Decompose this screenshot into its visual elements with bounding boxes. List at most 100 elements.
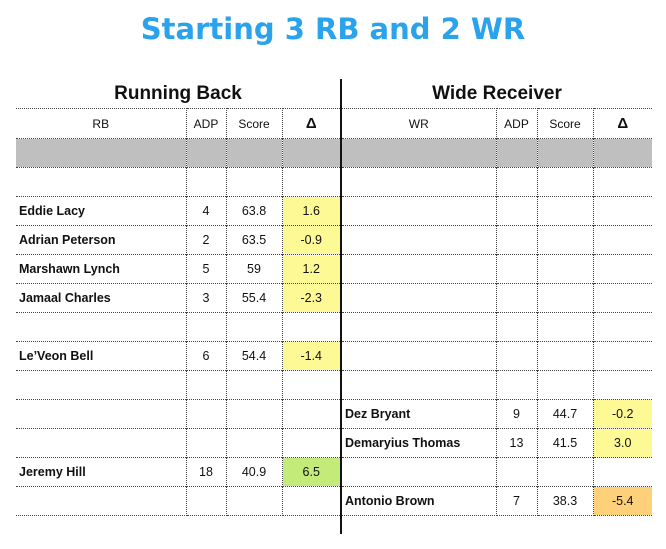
wr-cell-adp <box>496 254 538 284</box>
wr-cell-name <box>342 283 497 313</box>
rb-cell-name <box>16 428 187 458</box>
rb-cell-score <box>226 399 283 429</box>
rb-table-container: RB ADP Score Δ Eddie Lacy 4 63.8 1.6 Adrian … <box>16 108 340 516</box>
wr-cell-name <box>342 225 497 255</box>
wr-cell-score <box>537 254 594 284</box>
wr-table-row <box>342 283 652 313</box>
rb-table-row <box>16 399 340 429</box>
wr-cell-delta <box>593 167 652 197</box>
rb-cell-name <box>16 167 187 197</box>
rb-header-row: RB ADP Score Δ <box>16 108 340 139</box>
wr-cell-score <box>537 196 594 226</box>
rb-table-row: Eddie Lacy 4 63.8 1.6 <box>16 196 340 226</box>
section-divider <box>340 79 342 534</box>
rb-table-row: Jeremy Hill 18 40.9 6.5 <box>16 457 340 487</box>
page-title: Starting 3 RB and 2 WR <box>140 12 526 46</box>
wr-cell-name <box>342 341 497 371</box>
wr-table-row <box>342 225 652 255</box>
wr-cell-score <box>537 457 594 487</box>
wr-table-row <box>342 167 652 197</box>
wr-header-adp: ADP <box>496 108 538 139</box>
rb-cell-delta <box>282 312 340 342</box>
wr-cell-adp <box>496 138 538 168</box>
rb-cell-delta: 1.2 <box>282 254 340 284</box>
wr-cell-name <box>342 254 497 284</box>
wr-cell-score <box>537 312 594 342</box>
rb-header-score: Score <box>226 108 283 139</box>
rb-table-row <box>16 167 340 197</box>
wr-cell-delta <box>593 341 652 371</box>
rb-cell-delta: -0.9 <box>282 225 340 255</box>
rb-cell-adp <box>186 486 227 516</box>
wr-cell-delta <box>593 254 652 284</box>
wr-cell-delta <box>593 370 652 400</box>
rb-cell-name <box>16 370 187 400</box>
rb-cell-adp <box>186 312 227 342</box>
rb-cell-score: 55.4 <box>226 283 283 313</box>
rb-cell-name <box>16 486 187 516</box>
wr-table-row <box>342 312 652 342</box>
rb-cell-delta: -2.3 <box>282 283 340 313</box>
wr-cell-delta <box>593 312 652 342</box>
wr-table-body: WR ADP Score Δ Dez Bryant 9 44.7 -0.2 Demary… <box>342 108 652 516</box>
wr-header-score: Score <box>537 108 594 139</box>
rb-cell-score: 63.5 <box>226 225 283 255</box>
rb-cell-name: Le’Veon Bell <box>16 341 187 371</box>
wr-cell-delta: -5.4 <box>593 486 652 516</box>
rb-cell-name: Eddie Lacy <box>16 196 187 226</box>
wr-cell-adp <box>496 196 538 226</box>
wr-cell-delta <box>593 138 652 168</box>
wr-table-row <box>342 138 652 168</box>
rb-header-delta: Δ <box>282 108 340 139</box>
wr-cell-adp <box>496 312 538 342</box>
rb-table-row <box>16 312 340 342</box>
rb-cell-score: 40.9 <box>226 457 283 487</box>
wr-cell-delta <box>593 196 652 226</box>
wr-cell-name: Demaryius Thomas <box>342 428 497 458</box>
rb-section-heading: Running Back <box>114 83 242 104</box>
wr-cell-adp <box>496 341 538 371</box>
rb-cell-adp: 2 <box>186 225 227 255</box>
rb-cell-delta <box>282 399 340 429</box>
rb-cell-delta: -1.4 <box>282 341 340 371</box>
wr-table-row: Demaryius Thomas 13 41.5 3.0 <box>342 428 652 458</box>
rb-cell-name <box>16 312 187 342</box>
rb-cell-name <box>16 399 187 429</box>
wr-cell-score: 41.5 <box>537 428 594 458</box>
wr-header-name: WR <box>342 108 497 139</box>
wr-cell-score <box>537 283 594 313</box>
wr-cell-name <box>342 370 497 400</box>
wr-cell-name <box>342 457 497 487</box>
wr-header-delta: Δ <box>593 108 652 139</box>
rb-cell-score <box>226 370 283 400</box>
wr-cell-score <box>537 341 594 371</box>
rb-table-row: Jamaal Charles 3 55.4 -2.3 <box>16 283 340 313</box>
rb-cell-delta <box>282 138 340 168</box>
rb-cell-adp <box>186 138 227 168</box>
rb-table-row <box>16 138 340 168</box>
rb-cell-delta <box>282 370 340 400</box>
wr-cell-name <box>342 167 497 197</box>
rb-cell-adp: 6 <box>186 341 227 371</box>
rb-cell-delta <box>282 428 340 458</box>
wr-cell-name: Dez Bryant <box>342 399 497 429</box>
wr-section-heading: Wide Receiver <box>432 83 562 104</box>
rb-table-row: Marshawn Lynch 5 59 1.2 <box>16 254 340 284</box>
rb-cell-adp: 18 <box>186 457 227 487</box>
rb-cell-name <box>16 138 187 168</box>
rb-table-row <box>16 486 340 516</box>
rb-cell-name: Jamaal Charles <box>16 283 187 313</box>
rb-cell-score <box>226 167 283 197</box>
wr-table-row <box>342 196 652 226</box>
rb-cell-name: Adrian Peterson <box>16 225 187 255</box>
rb-table-row: Le’Veon Bell 6 54.4 -1.4 <box>16 341 340 371</box>
rb-cell-adp <box>186 167 227 197</box>
rb-table-row <box>16 428 340 458</box>
wr-cell-name <box>342 312 497 342</box>
rb-table-row: Adrian Peterson 2 63.5 -0.9 <box>16 225 340 255</box>
rb-cell-adp <box>186 428 227 458</box>
wr-cell-adp <box>496 225 538 255</box>
rb-cell-score <box>226 486 283 516</box>
wr-cell-score <box>537 225 594 255</box>
wr-cell-name: Antonio Brown <box>342 486 497 516</box>
